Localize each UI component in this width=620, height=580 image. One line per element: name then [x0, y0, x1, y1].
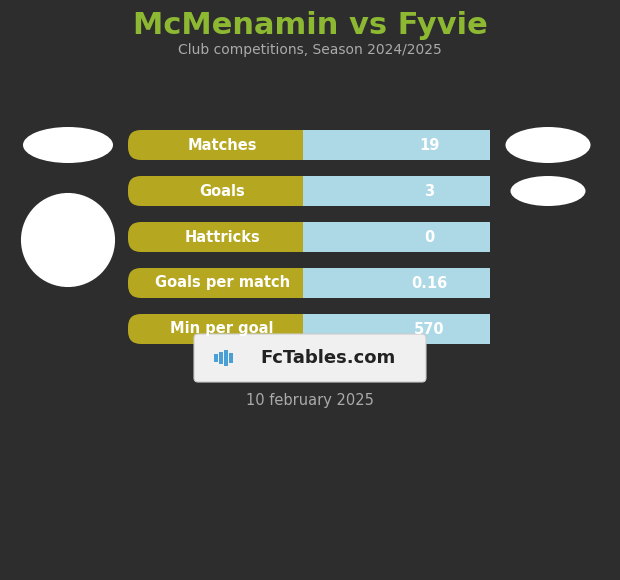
FancyBboxPatch shape	[128, 222, 490, 252]
Bar	[219, 352, 223, 364]
FancyBboxPatch shape	[303, 130, 490, 160]
Text: Min per goal: Min per goal	[170, 321, 274, 336]
Bar	[316, 130, 490, 160]
Text: McMenamin vs Fyvie: McMenamin vs Fyvie	[133, 10, 487, 39]
Bar	[316, 268, 490, 298]
Bar	[303, 176, 316, 206]
Ellipse shape	[510, 176, 585, 206]
Text: Goals per match: Goals per match	[154, 276, 290, 291]
Circle shape	[22, 194, 114, 286]
Text: 3: 3	[424, 183, 434, 198]
FancyBboxPatch shape	[303, 268, 490, 298]
FancyBboxPatch shape	[194, 334, 426, 382]
FancyBboxPatch shape	[128, 130, 490, 160]
Bar	[303, 314, 316, 344]
Text: Club competitions, Season 2024/2025: Club competitions, Season 2024/2025	[178, 43, 442, 57]
Bar	[303, 268, 316, 298]
Bar	[303, 130, 316, 160]
Bar	[224, 350, 228, 366]
FancyBboxPatch shape	[316, 268, 490, 298]
Bar	[303, 222, 316, 252]
FancyBboxPatch shape	[316, 176, 490, 206]
Text: Hattricks: Hattricks	[184, 230, 260, 245]
FancyBboxPatch shape	[316, 314, 490, 344]
Ellipse shape	[505, 127, 590, 163]
FancyBboxPatch shape	[128, 268, 490, 298]
Text: 0.16: 0.16	[411, 276, 447, 291]
Bar	[316, 176, 490, 206]
FancyBboxPatch shape	[303, 222, 490, 252]
FancyBboxPatch shape	[128, 314, 490, 344]
Text: 10 february 2025: 10 february 2025	[246, 393, 374, 408]
Ellipse shape	[23, 127, 113, 163]
FancyBboxPatch shape	[303, 314, 490, 344]
FancyBboxPatch shape	[128, 176, 490, 206]
FancyBboxPatch shape	[316, 130, 490, 160]
Bar	[316, 314, 490, 344]
Text: FcTables.com: FcTables.com	[260, 349, 396, 367]
FancyBboxPatch shape	[303, 176, 490, 206]
Bar	[229, 353, 232, 363]
Bar	[316, 222, 490, 252]
Text: 19: 19	[419, 137, 440, 153]
Text: 0: 0	[424, 230, 434, 245]
Text: Goals: Goals	[199, 183, 245, 198]
FancyBboxPatch shape	[316, 222, 490, 252]
Text: 570: 570	[414, 321, 445, 336]
Bar	[214, 354, 218, 362]
Text: Matches: Matches	[187, 137, 257, 153]
